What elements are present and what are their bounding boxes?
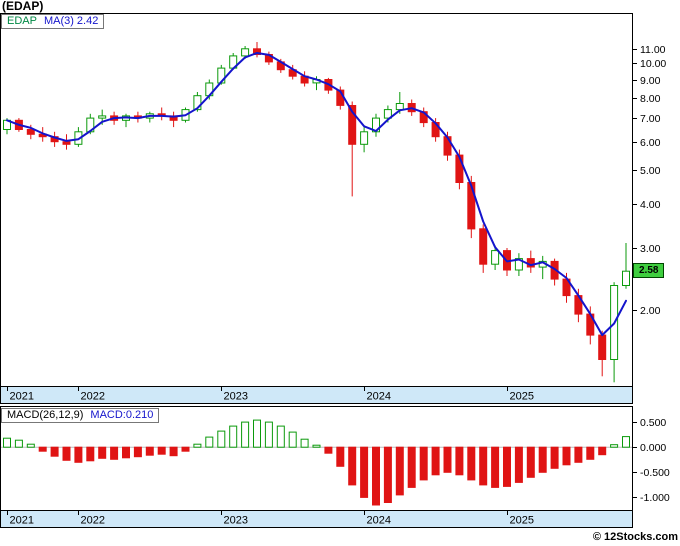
year-label: 2024 [367,515,391,527]
macd-params-label: MACD(26,12,9) [7,409,84,421]
candlestick-series [3,42,630,383]
price-tick-label: 4.00 [640,199,661,211]
year-label: 2022 [81,391,105,403]
macd-x-axis-band: 2021 2022 2023 2024 2025 [0,510,633,528]
last-price-badge: 2.58 [633,263,665,278]
year-label: 2023 [224,391,248,403]
ma3-line [6,52,627,337]
price-tick-label: 6.00 [640,137,661,149]
price-tick-label: 2.00 [640,305,661,317]
legend-symbol: EDAP [7,15,37,27]
macd-legend: MACD(26,12,9) MACD:0.210 [1,408,160,423]
price-y-axis-labels: 11.00 10.00 9.00 8.00 7.00 6.00 5.00 4.00 3.00 2.… [632,44,666,317]
price-panel-border [0,13,633,387]
price-tick-label: 11.00 [640,44,666,56]
year-label: 2025 [510,515,534,527]
price-tick-label: 8.00 [640,93,661,105]
macd-histogram [3,419,630,506]
macd-tick-label: -0.500 [640,467,670,479]
price-tick-label: 9.00 [640,75,661,87]
page-title: (EDAP) [2,0,44,13]
price-x-axis-band: 2021 2022 2023 2024 2025 [0,386,633,404]
macd-tick-label: 0.500 [640,417,666,429]
macd-value-label: MACD:0.210 [90,409,154,421]
macd-tick-label: 0.000 [640,442,666,454]
legend-ma-value: 2.42 [76,15,99,27]
year-label: 2021 [10,391,34,403]
year-label: 2025 [510,391,534,403]
year-label: 2021 [10,515,34,527]
price-tick-label: 3.00 [640,243,661,255]
legend-ma-label: MA(3) [43,15,74,27]
price-tick-label: 7.00 [640,113,661,125]
price-legend: EDAP MA(3) 2.42 [1,14,105,29]
price-tick-label: 5.00 [640,165,661,177]
macd-tick-label: -1.000 [640,492,670,504]
macd-y-axis-labels: 0.500 0.000 -0.500 -1.000 [632,417,670,504]
year-label: 2022 [81,515,105,527]
year-label: 2024 [367,391,391,403]
year-label: 2023 [224,515,248,527]
site-watermark: © 12Stocks.com [592,531,678,543]
price-tick-label: 10.00 [640,58,666,70]
